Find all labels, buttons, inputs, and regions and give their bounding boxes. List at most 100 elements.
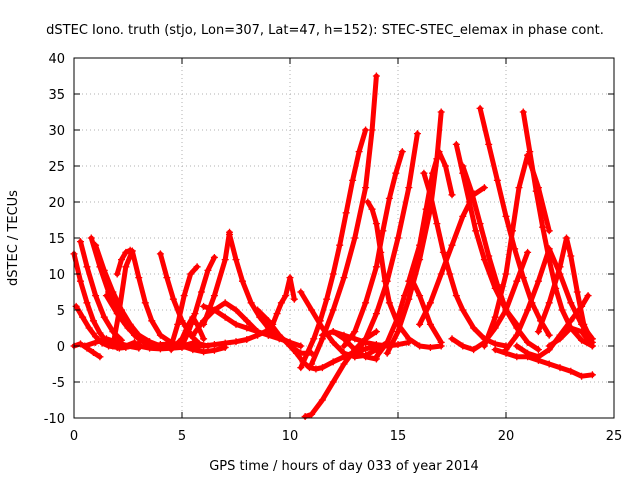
series-22-points <box>264 274 298 339</box>
data-point <box>92 338 100 346</box>
data-point <box>178 342 186 350</box>
data-point <box>459 212 467 220</box>
data-point <box>83 263 91 271</box>
data-point <box>189 331 197 339</box>
x-axis-label: GPS time / hours of day 033 of year 2014 <box>209 459 479 474</box>
data-point <box>297 342 305 350</box>
data-point <box>459 306 467 314</box>
data-point <box>126 246 134 254</box>
data-point <box>76 277 84 285</box>
data-point <box>180 292 188 300</box>
data-point <box>323 295 331 303</box>
data-point <box>146 344 154 352</box>
data-point <box>362 353 370 361</box>
data-point <box>416 292 424 300</box>
data-point <box>210 292 218 300</box>
data-point <box>221 339 229 347</box>
data-point <box>226 230 234 238</box>
data-point <box>567 299 575 307</box>
data-point <box>210 306 218 314</box>
data-point <box>534 353 542 361</box>
data-point <box>442 162 450 170</box>
data-point <box>221 299 229 307</box>
data-point <box>578 328 586 336</box>
x-tick-label: 20 <box>498 429 515 444</box>
data-point <box>89 348 97 356</box>
series-33-trace <box>373 275 444 360</box>
data-point <box>297 288 305 296</box>
data-point <box>232 256 240 264</box>
data-point <box>480 342 488 350</box>
data-point <box>524 248 532 256</box>
data-point <box>362 335 370 343</box>
series-46-points <box>513 292 592 361</box>
data-point <box>308 410 316 418</box>
data-point <box>394 234 402 242</box>
data-point <box>448 191 456 199</box>
data-point <box>254 328 262 336</box>
data-point <box>502 306 510 314</box>
data-point <box>519 108 527 116</box>
data-point <box>76 238 84 246</box>
data-point <box>83 299 91 307</box>
series-layer <box>70 72 596 421</box>
data-point <box>264 331 272 339</box>
data-point <box>567 317 575 325</box>
chart-title: dSTEC Iono. truth (stjo, Lon=307, Lat=47… <box>46 23 604 38</box>
data-point <box>122 263 130 271</box>
data-point <box>113 270 121 278</box>
data-point <box>200 320 208 328</box>
data-point <box>329 270 337 278</box>
data-point <box>459 342 467 350</box>
series-35-points <box>405 148 456 285</box>
data-point <box>351 328 359 336</box>
data-point <box>243 317 251 325</box>
data-point <box>200 302 208 310</box>
data-point <box>273 310 281 318</box>
data-point <box>513 277 521 285</box>
data-point <box>426 191 434 199</box>
data-point <box>452 292 460 300</box>
series-9-trace <box>114 247 133 277</box>
data-point <box>85 324 93 332</box>
data-point <box>556 263 564 271</box>
data-point <box>200 342 208 350</box>
data-point <box>459 162 467 170</box>
series-38-points <box>452 140 521 328</box>
data-point <box>301 413 309 421</box>
data-point <box>437 338 445 346</box>
data-point <box>310 335 318 343</box>
data-point <box>446 270 454 278</box>
data-point <box>405 335 413 343</box>
x-tick-label: 25 <box>606 429 623 444</box>
data-point <box>400 292 408 300</box>
data-point <box>362 345 370 353</box>
data-point <box>362 126 370 134</box>
data-point <box>277 299 285 307</box>
data-point <box>368 126 376 134</box>
data-point <box>254 306 262 314</box>
data-point <box>130 338 138 346</box>
data-point <box>372 328 380 336</box>
data-point <box>109 288 117 296</box>
data-point <box>174 320 182 328</box>
data-point <box>312 365 320 373</box>
data-point <box>429 169 437 177</box>
data-point <box>437 108 445 116</box>
data-point <box>383 349 391 357</box>
data-point <box>426 320 434 328</box>
series-43-trace <box>492 347 595 379</box>
data-point <box>282 292 290 300</box>
series-48-points <box>545 324 596 350</box>
series-9-points <box>113 246 134 278</box>
data-point <box>372 310 380 318</box>
data-point <box>318 331 326 339</box>
data-point <box>275 331 283 339</box>
data-point <box>524 306 532 314</box>
data-point <box>89 317 97 325</box>
data-point <box>435 148 443 156</box>
data-point <box>210 341 218 349</box>
data-point <box>567 324 575 332</box>
data-point <box>189 342 197 350</box>
